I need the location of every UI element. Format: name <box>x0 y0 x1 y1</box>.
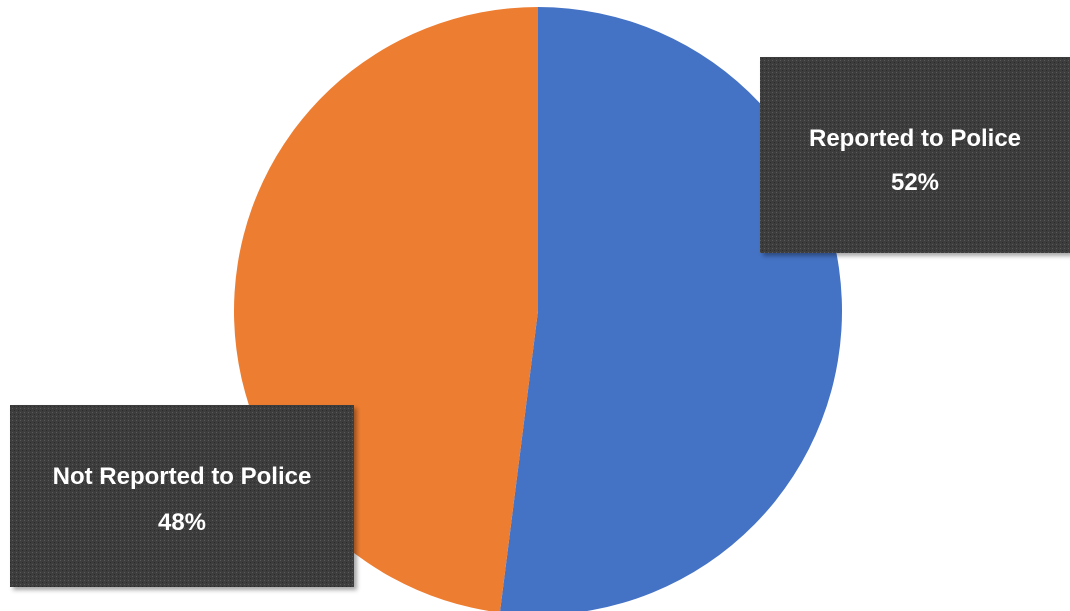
callout-reported <box>760 57 1070 253</box>
callout-box-not-reported <box>10 405 354 587</box>
data-label-not-reported-name: Not Reported to Police <box>53 463 312 490</box>
pie-slice-reported-to-police <box>500 7 842 611</box>
pie-slices <box>234 7 842 611</box>
data-label-not-reported-value: 48% <box>158 509 206 536</box>
callout-not-reported <box>10 405 354 587</box>
data-label-reported-value: 52% <box>891 169 939 196</box>
callout-box-reported <box>760 57 1070 253</box>
data-label-reported-name: Reported to Police <box>809 125 1021 152</box>
